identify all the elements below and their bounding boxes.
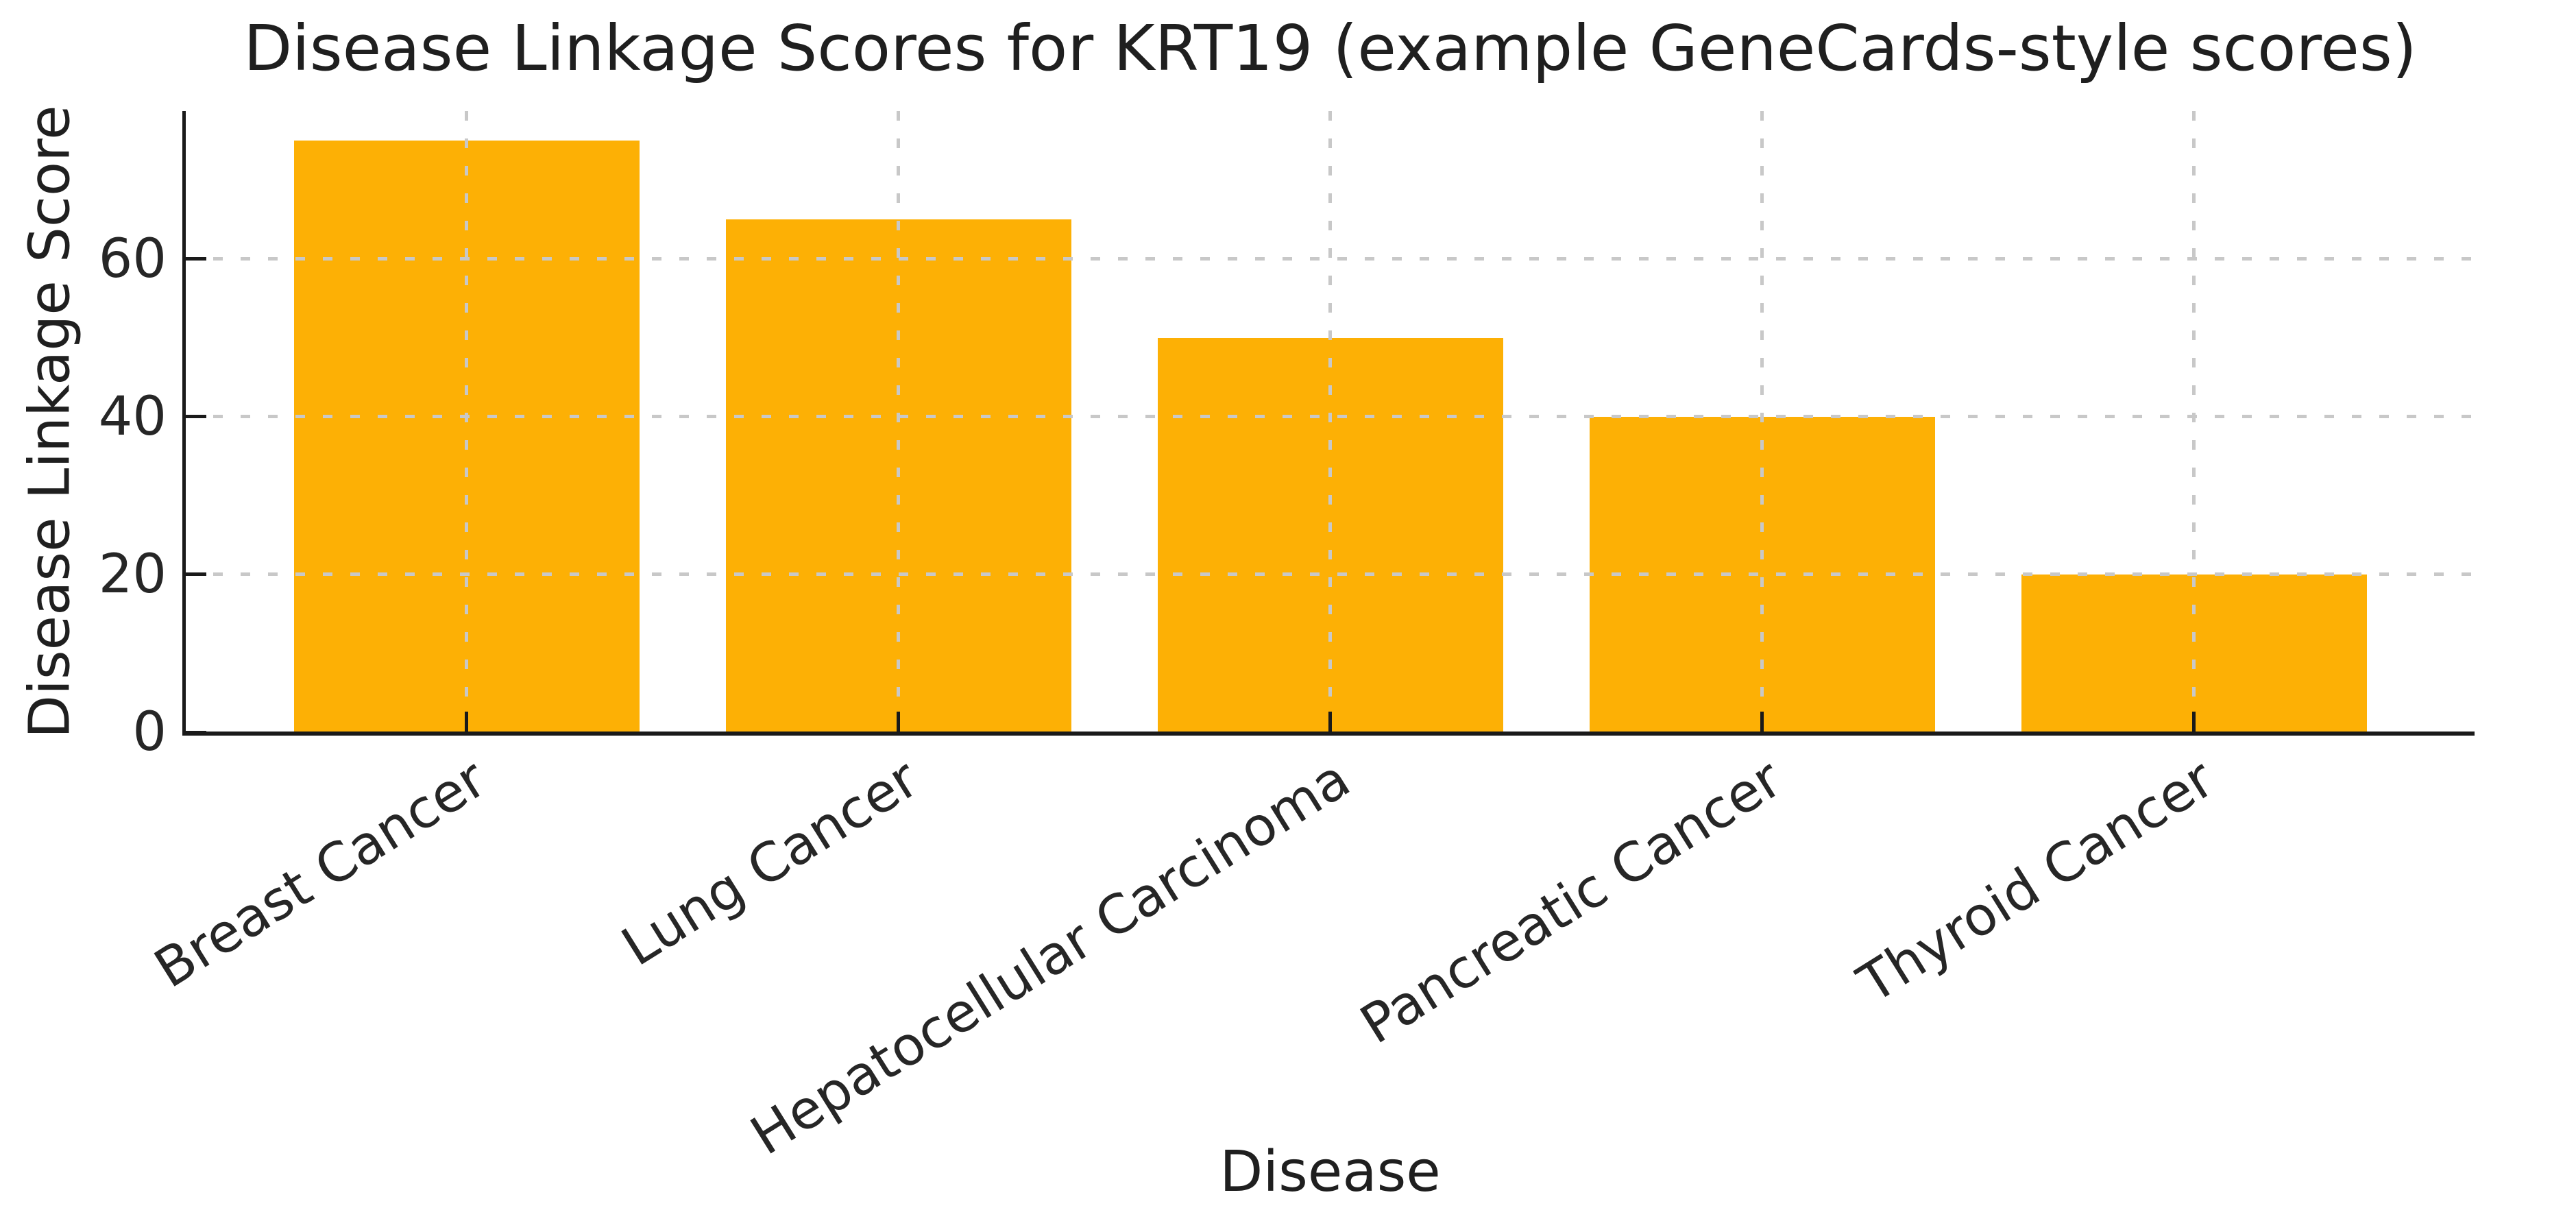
y-tick-mark: [186, 257, 206, 261]
gridline-vertical: [465, 111, 468, 732]
x-tick-mark: [465, 712, 468, 732]
x-axis-spine: [182, 732, 2475, 736]
y-axis-spine: [182, 111, 186, 736]
y-tick-label: 0: [132, 701, 167, 763]
y-tick-label: 60: [98, 228, 167, 290]
gridline-horizontal: [186, 572, 2475, 577]
y-tick-label: 20: [98, 543, 167, 605]
x-tick-mark: [1760, 712, 1764, 732]
x-axis-label: Disease: [1219, 1139, 1441, 1205]
gridline-vertical: [1760, 111, 1764, 732]
x-tick-label: Thyroid Cancer: [1847, 747, 2225, 1015]
gridline-horizontal: [186, 257, 2475, 261]
y-tick-label: 40: [98, 385, 167, 448]
x-tick-label: Lung Cancer: [611, 747, 929, 978]
x-tick-label: Pancreatic Cancer: [1350, 747, 1793, 1056]
x-tick-mark: [897, 712, 900, 732]
x-tick-mark: [2192, 712, 2196, 732]
y-tick-mark: [186, 415, 206, 419]
x-tick-label: Breast Cancer: [144, 747, 498, 1000]
x-tick-mark: [1328, 712, 1332, 732]
y-tick-mark: [186, 572, 206, 577]
gridline-vertical: [2192, 111, 2196, 732]
gridline-horizontal: [186, 415, 2475, 419]
gridline-vertical: [897, 111, 900, 732]
chart-title: Disease Linkage Scores for KRT19 (exampl…: [243, 12, 2417, 85]
gridline-vertical: [1328, 111, 1332, 732]
